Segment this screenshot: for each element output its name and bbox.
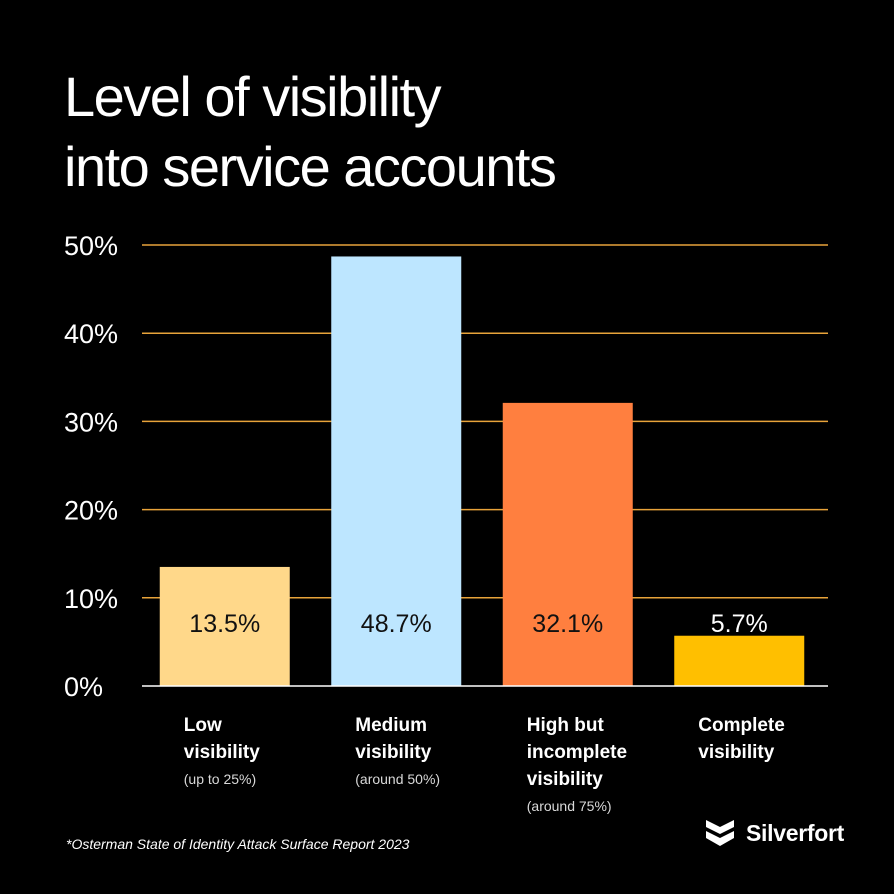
y-tick-label: 50% (64, 231, 118, 261)
category-label-high: High but incomplete visibility (around 7… (527, 712, 677, 814)
data-label: 5.7% (711, 610, 768, 638)
category-range-note: (up to 25%) (183, 771, 257, 787)
y-tick-label: 40% (64, 319, 118, 349)
category-name: Medium visibility (355, 715, 432, 763)
bar (674, 635, 805, 686)
chart-title-line: into service accounts (64, 135, 557, 198)
category-range-note: (around 75%) (526, 798, 612, 814)
y-tick-label: 10% (64, 584, 118, 614)
category-label-complete: Complete visibility (698, 712, 848, 771)
brand-name: Silverfort (746, 819, 844, 846)
bars (159, 256, 805, 686)
silverfort-shield-icon (706, 820, 734, 846)
category-name: High but incomplete visibility (526, 715, 628, 790)
bar (159, 566, 290, 686)
category-label-low: Low visibility (up to 25%) (184, 712, 334, 787)
data-labels: 13.5% 48.7% 32.1% 5.7% (189, 610, 767, 638)
data-label: 13.5% (189, 610, 260, 638)
bar (331, 256, 462, 686)
y-tick-label: 20% (64, 496, 118, 526)
y-axis-tick-labels: 0% 10% 20% 30% 40% 50% (64, 231, 118, 702)
category-range-note: (around 50%) (355, 771, 441, 787)
data-label: 32.1% (532, 610, 603, 638)
y-tick-label: 0% (64, 672, 103, 702)
chart-title: Level of visibility into service account… (64, 62, 864, 202)
brand-logo: Silverfort (704, 818, 844, 848)
data-label: 48.7% (361, 610, 432, 638)
source-footnote: *Osterman State of Identity Attack Surfa… (66, 836, 410, 852)
category-label-medium: Medium visibility (around 50%) (355, 712, 505, 787)
chart-title-line: Level of visibility (64, 65, 442, 128)
bar (502, 402, 633, 686)
gridlines (142, 244, 828, 599)
category-name: Low visibility (183, 715, 260, 763)
y-tick-label: 30% (64, 407, 118, 437)
category-name: Complete visibility (698, 715, 785, 763)
